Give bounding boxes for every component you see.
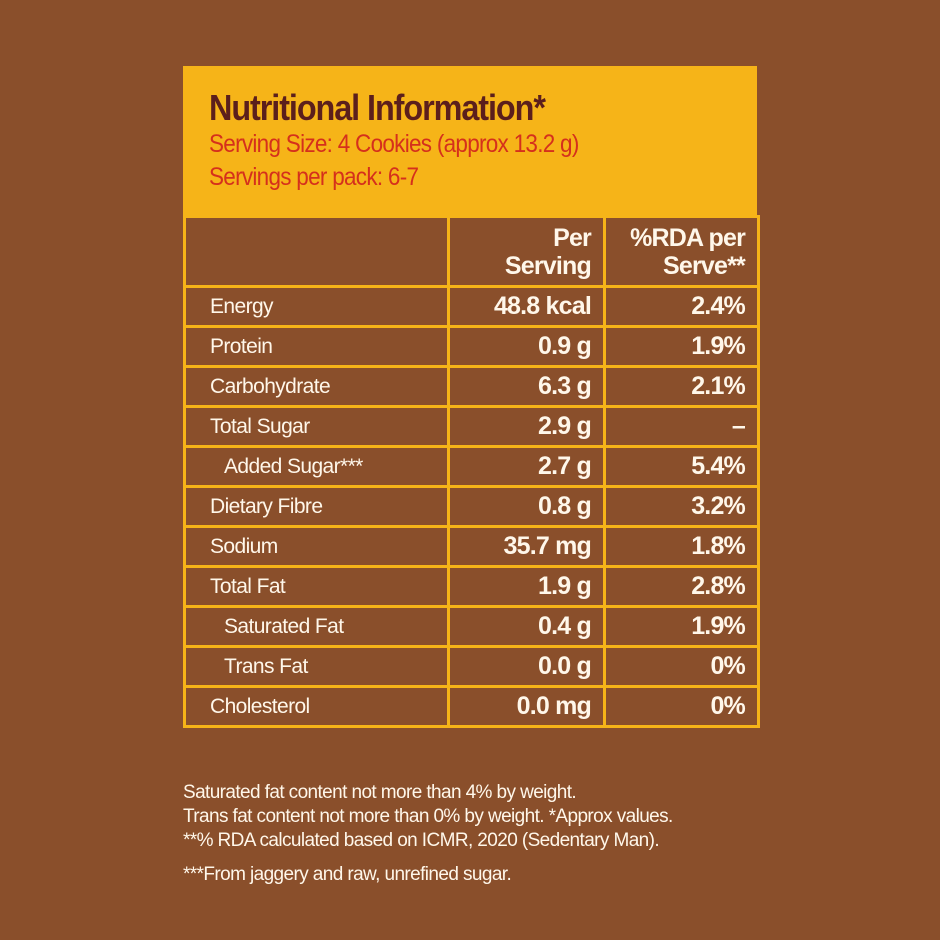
header-per-serving: Per Serving [447, 215, 606, 288]
footnotes: Saturated fat content not more than 4% b… [183, 781, 673, 887]
header-blank [183, 215, 450, 288]
rda-value: 0% [603, 645, 760, 688]
per-serving-value: 0.4 g [447, 605, 606, 648]
table-row: Cholesterol 0.0 mg 0% [183, 685, 760, 728]
rda-value: 3.2% [603, 485, 760, 528]
nutrient-name: Sodium [183, 525, 450, 568]
nutrient-name: Energy [183, 285, 450, 328]
footnote: **% RDA calculated based on ICMR, 2020 (… [183, 830, 660, 851]
per-serving-value: 35.7 mg [447, 525, 606, 568]
table-row: Total Sugar 2.9 g – [183, 405, 760, 448]
nutrition-panel: Nutritional Information* Serving Size: 4… [183, 66, 760, 728]
panel-title: Nutritional Information* [209, 87, 546, 128]
nutrient-name: Trans Fat [183, 645, 450, 688]
table-row: Saturated Fat 0.4 g 1.9% [183, 605, 760, 648]
nutrient-name: Dietary Fibre [183, 485, 450, 528]
per-serving-value: 0.0 g [447, 645, 606, 688]
rda-value: 2.4% [603, 285, 760, 328]
rda-value: 2.8% [603, 565, 760, 608]
table-row: Added Sugar*** 2.7 g 5.4% [183, 445, 760, 488]
footnote: Saturated fat content not more than 4% b… [183, 782, 577, 803]
rda-value: – [603, 405, 760, 448]
rda-value: 1.9% [603, 605, 760, 648]
nutrient-name: Carbohydrate [183, 365, 450, 408]
per-serving-value: 0.0 mg [447, 685, 606, 728]
serving-size: Serving Size: 4 Cookies (approx 13.2 g) [209, 130, 579, 158]
header-rda: %RDA per Serve** [603, 215, 760, 288]
table-header-row: Per Serving %RDA per Serve** [183, 215, 760, 288]
table-row: Total Fat 1.9 g 2.8% [183, 565, 760, 608]
rda-value: 1.9% [603, 325, 760, 368]
footnote: ***From jaggery and raw, unrefined sugar… [183, 864, 512, 885]
per-serving-value: 1.9 g [447, 565, 606, 608]
rda-value: 1.8% [603, 525, 760, 568]
panel-header: Nutritional Information* Serving Size: 4… [183, 66, 757, 215]
nutrient-name: Protein [183, 325, 450, 368]
rda-value: 5.4% [603, 445, 760, 488]
rda-value: 2.1% [603, 365, 760, 408]
table-row: Energy 48.8 kcal 2.4% [183, 285, 760, 328]
per-serving-value: 6.3 g [447, 365, 606, 408]
per-serving-value: 0.8 g [447, 485, 606, 528]
table-row: Protein 0.9 g 1.9% [183, 325, 760, 368]
per-serving-value: 2.7 g [447, 445, 606, 488]
table-row: Carbohydrate 6.3 g 2.1% [183, 365, 760, 408]
servings-per-pack: Servings per pack: 6-7 [209, 163, 419, 191]
footnote: Trans fat content not more than 0% by we… [183, 806, 673, 827]
table-row: Sodium 35.7 mg 1.8% [183, 525, 760, 568]
nutrient-name: Total Sugar [183, 405, 450, 448]
per-serving-value: 48.8 kcal [447, 285, 606, 328]
nutrition-table: Per Serving %RDA per Serve** Energy 48.8 kc… [183, 215, 760, 728]
rda-value: 0% [603, 685, 760, 728]
nutrient-name: Cholesterol [183, 685, 450, 728]
nutrient-name: Added Sugar*** [183, 445, 450, 488]
table-row: Trans Fat 0.0 g 0% [183, 645, 760, 688]
nutrient-name: Saturated Fat [183, 605, 450, 648]
per-serving-value: 0.9 g [447, 325, 606, 368]
table-row: Dietary Fibre 0.8 g 3.2% [183, 485, 760, 528]
nutrient-name: Total Fat [183, 565, 450, 608]
per-serving-value: 2.9 g [447, 405, 606, 448]
